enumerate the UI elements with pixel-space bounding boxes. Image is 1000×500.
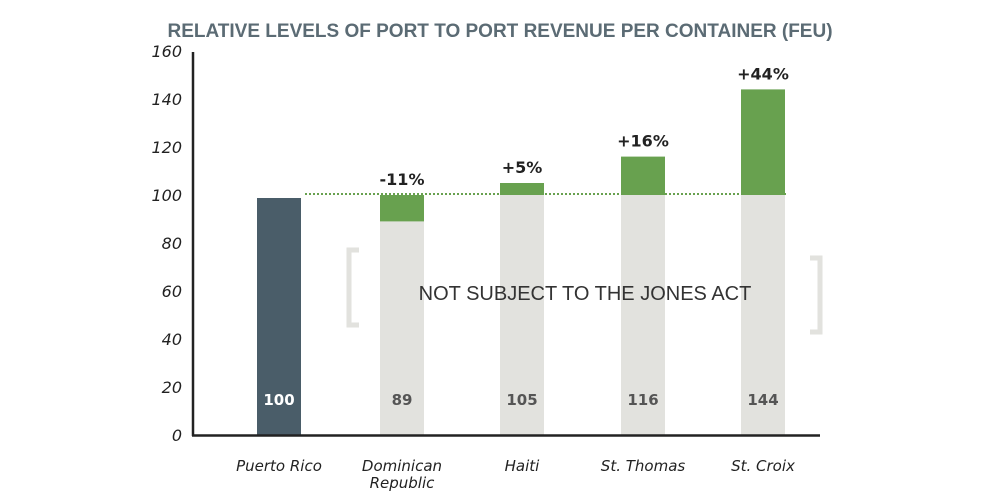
bar-reference bbox=[257, 198, 301, 435]
bar-difference bbox=[380, 195, 424, 222]
change-label: +5% bbox=[502, 158, 543, 177]
bar-difference bbox=[500, 183, 544, 195]
bar-difference bbox=[621, 156, 665, 195]
value-label: 144 bbox=[747, 391, 778, 409]
category-label: St. Thomas bbox=[601, 457, 686, 475]
y-tick-label: 40 bbox=[162, 330, 182, 349]
value-label: 100 bbox=[263, 391, 294, 409]
change-label: +16% bbox=[617, 132, 669, 151]
y-tick-label: 0 bbox=[172, 426, 182, 445]
jones-act-annotation: NOT SUBJECT TO THE JONES ACT bbox=[419, 283, 752, 305]
bar-base bbox=[621, 195, 665, 435]
category-label: Republic bbox=[370, 474, 436, 492]
chart-title: RELATIVE LEVELS OF PORT TO PORT REVENUE … bbox=[167, 21, 832, 42]
bar-base bbox=[500, 195, 544, 435]
y-tick-label: 60 bbox=[162, 282, 182, 301]
y-tick-label: 140 bbox=[151, 90, 182, 109]
bar-base bbox=[380, 221, 424, 435]
value-label: 105 bbox=[506, 391, 537, 409]
y-tick-label: 100 bbox=[151, 186, 182, 205]
y-tick-label: 80 bbox=[162, 234, 182, 253]
category-label: St. Croix bbox=[731, 457, 795, 475]
y-tick-label: 20 bbox=[162, 378, 182, 397]
y-tick-label: 160 bbox=[151, 42, 182, 61]
left-bracket bbox=[346, 247, 359, 328]
category-label: Dominican bbox=[362, 457, 442, 475]
change-label: -11% bbox=[380, 170, 425, 189]
category-label: Puerto Rico bbox=[236, 457, 322, 475]
bar-difference bbox=[741, 89, 785, 195]
right-bracket bbox=[810, 255, 823, 335]
bar-base bbox=[741, 195, 785, 435]
y-axis-ticks: 0 20 40 60 80 100 120 140 160 bbox=[151, 42, 182, 445]
value-label: 116 bbox=[627, 391, 658, 409]
change-label: +44% bbox=[737, 64, 789, 83]
bars bbox=[257, 89, 785, 435]
value-label: 89 bbox=[392, 391, 413, 409]
category-label: Haiti bbox=[505, 457, 541, 475]
y-tick-label: 120 bbox=[151, 138, 182, 157]
